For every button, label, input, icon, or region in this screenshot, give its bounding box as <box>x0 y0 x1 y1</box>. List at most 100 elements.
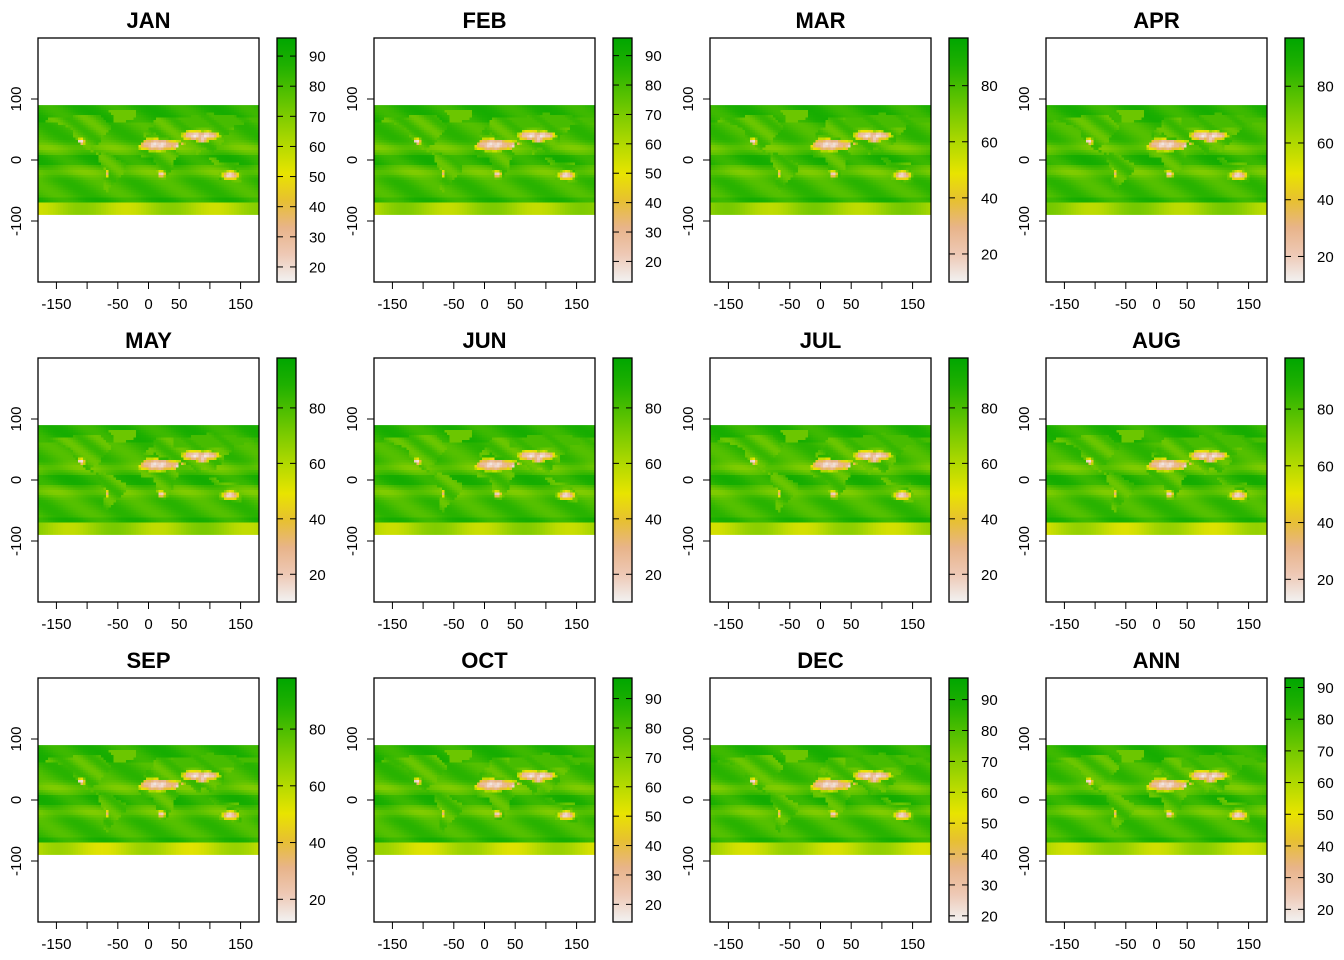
legend-frame <box>612 37 633 283</box>
panel-title: JUN <box>462 328 506 353</box>
y-tick-label: 0 <box>680 476 697 484</box>
legend-tick-label: 40 <box>1317 838 1334 855</box>
y-tick-label: 100 <box>344 86 361 111</box>
x-tick-label: 150 <box>228 936 253 953</box>
legend-gradient <box>1285 38 1304 282</box>
legend-tick-label: 40 <box>309 835 326 852</box>
x-tick-label: -50 <box>779 296 801 313</box>
legend-tick-label: 30 <box>645 225 662 242</box>
x-tick-label: 150 <box>564 616 589 633</box>
legend-tick-label: 20 <box>1317 902 1334 919</box>
raster-map <box>710 105 931 215</box>
y-tick-label: 0 <box>8 796 25 804</box>
legend-tick-label: 90 <box>645 48 662 65</box>
legend-gradient <box>949 678 968 922</box>
legend-tick-label: 60 <box>1317 135 1334 152</box>
legend-tick-label: 60 <box>981 785 998 802</box>
map-panel-apr: APR -150 -50 0 50 150 -100 0 100 20 40 60 80 <box>1016 8 1334 313</box>
x-tick-label: 0 <box>1152 296 1160 313</box>
y-tick-label: 0 <box>344 796 361 804</box>
map-panel-jun: JUN -150 -50 0 50 150 -100 0 100 20 40 60 80 <box>344 328 662 633</box>
x-tick-label: -150 <box>377 936 407 953</box>
y-tick-label: 100 <box>680 726 697 751</box>
legend-gradient <box>277 38 296 282</box>
legend-gradient <box>613 358 632 602</box>
legend-frame <box>1284 37 1305 283</box>
legend-tick-label: 30 <box>981 877 998 894</box>
legend-frame <box>948 37 969 283</box>
color-legend: 20 40 60 80 <box>1284 357 1334 603</box>
legend-tick-label: 40 <box>645 511 662 528</box>
y-tick-label: 0 <box>344 156 361 164</box>
map-panel-dec: DEC -150 -50 0 50 150 -100 0 100 20 30 40 50 60 70 80 90 <box>680 648 998 953</box>
map-panel-mar: MAR -150 -50 0 50 150 -100 0 100 20 40 60 80 <box>680 8 998 313</box>
legend-frame <box>276 357 297 603</box>
legend-tick-label: 80 <box>645 78 662 95</box>
y-tick-label: -100 <box>344 526 361 556</box>
panel-title: OCT <box>461 648 508 673</box>
x-tick-label: 50 <box>171 936 188 953</box>
y-tick-label: 100 <box>680 406 697 431</box>
legend-tick-label: 60 <box>1317 775 1334 792</box>
map-panel-may: MAY -150 -50 0 50 150 -100 0 100 20 40 60 80 <box>8 328 326 633</box>
legend-frame <box>276 677 297 923</box>
x-tick-label: -150 <box>377 296 407 313</box>
legend-frame <box>948 677 969 923</box>
x-tick-label: 0 <box>480 936 488 953</box>
legend-tick-label: 20 <box>645 897 662 914</box>
x-tick-label: -150 <box>713 616 743 633</box>
legend-tick-label: 80 <box>981 723 998 740</box>
y-tick-label: 100 <box>1016 406 1033 431</box>
x-tick-label: 50 <box>507 296 524 313</box>
x-tick-label: 50 <box>843 296 860 313</box>
x-tick-label: 50 <box>843 616 860 633</box>
raster-map <box>1046 745 1267 855</box>
legend-tick-label: 60 <box>981 456 998 473</box>
y-tick-label: -100 <box>680 206 697 236</box>
legend-tick-label: 20 <box>1317 249 1334 266</box>
legend-tick-label: 20 <box>309 892 326 909</box>
legend-tick-label: 80 <box>309 79 326 96</box>
x-tick-label: 50 <box>1179 616 1196 633</box>
x-tick-label: 0 <box>816 936 824 953</box>
y-tick-label: 0 <box>8 476 25 484</box>
legend-gradient <box>613 38 632 282</box>
x-tick-label: 50 <box>507 936 524 953</box>
legend-gradient <box>949 358 968 602</box>
panel-title: DEC <box>797 648 844 673</box>
legend-tick-label: 20 <box>309 259 326 276</box>
x-tick-label: -50 <box>779 616 801 633</box>
legend-tick-label: 50 <box>645 809 662 826</box>
legend-tick-label: 40 <box>309 511 326 528</box>
legend-tick-label: 60 <box>645 456 662 473</box>
raster-map <box>374 105 595 215</box>
y-tick-label: 100 <box>344 726 361 751</box>
legend-tick-label: 70 <box>309 109 326 126</box>
map-panel-sep: SEP -150 -50 0 50 150 -100 0 100 20 40 60 80 <box>8 648 326 953</box>
y-tick-label: -100 <box>1016 526 1033 556</box>
y-tick-label: 100 <box>680 86 697 111</box>
legend-tick-label: 80 <box>309 400 326 417</box>
x-tick-label: 150 <box>228 616 253 633</box>
y-tick-label: 100 <box>1016 726 1033 751</box>
legend-tick-label: 40 <box>981 511 998 528</box>
x-tick-label: -150 <box>713 936 743 953</box>
x-tick-label: -50 <box>779 936 801 953</box>
x-tick-label: 0 <box>480 616 488 633</box>
legend-tick-label: 80 <box>309 722 326 739</box>
y-tick-label: -100 <box>680 846 697 876</box>
color-legend: 20 40 60 80 <box>1284 37 1334 283</box>
legend-tick-label: 80 <box>981 400 998 417</box>
legend-tick-label: 70 <box>645 750 662 767</box>
x-tick-label: -150 <box>713 296 743 313</box>
legend-tick-label: 90 <box>1317 680 1334 697</box>
legend-tick-label: 80 <box>1317 402 1334 419</box>
map-panel-jan: JAN -150 -50 0 50 150 -100 0 100 20 30 40 50 60 70 80 90 <box>8 8 326 313</box>
legend-tick-label: 50 <box>1317 807 1334 824</box>
x-tick-label: 150 <box>564 296 589 313</box>
legend-tick-label: 80 <box>981 78 998 95</box>
legend-gradient <box>277 678 296 922</box>
y-tick-label: 0 <box>1016 156 1033 164</box>
x-tick-label: -50 <box>107 936 129 953</box>
legend-frame <box>1284 677 1305 923</box>
